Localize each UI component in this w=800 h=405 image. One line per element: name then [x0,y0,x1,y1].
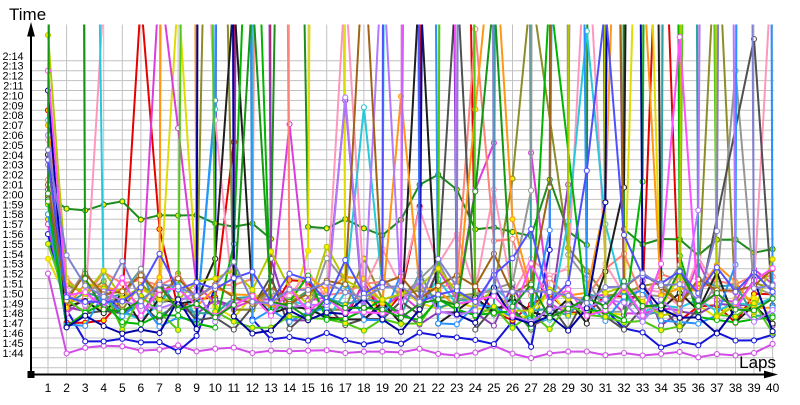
svg-text:34: 34 [654,381,668,395]
svg-text:30: 30 [580,381,594,395]
svg-text:2:12: 2:12 [2,71,23,83]
svg-text:4: 4 [100,381,107,395]
svg-text:12: 12 [246,381,260,395]
svg-text:2:00: 2:00 [2,189,23,201]
svg-text:18: 18 [357,381,371,395]
svg-text:15: 15 [301,381,315,395]
svg-text:25: 25 [487,381,501,395]
svg-text:2:08: 2:08 [2,110,23,122]
svg-text:2:05: 2:05 [2,140,23,152]
svg-text:2:11: 2:11 [3,81,23,93]
svg-text:40: 40 [766,381,780,395]
svg-text:20: 20 [394,381,408,395]
svg-text:1:51: 1:51 [2,279,23,291]
svg-text:1:45: 1:45 [2,338,23,350]
svg-text:38: 38 [729,381,743,395]
svg-text:31: 31 [599,381,613,395]
svg-text:Time: Time [9,5,46,24]
svg-text:22: 22 [432,381,446,395]
svg-text:2:13: 2:13 [2,61,23,73]
svg-text:2:10: 2:10 [2,90,23,102]
svg-text:19: 19 [376,381,390,395]
svg-text:9: 9 [193,381,200,395]
svg-text:1:48: 1:48 [2,308,23,320]
svg-text:1:52: 1:52 [2,269,23,281]
svg-text:35: 35 [673,381,687,395]
svg-text:2:01: 2:01 [2,180,23,192]
svg-text:1:55: 1:55 [2,239,23,251]
svg-text:2:03: 2:03 [2,160,23,172]
svg-text:1:56: 1:56 [2,229,23,241]
svg-text:37: 37 [710,381,724,395]
svg-text:27: 27 [524,381,538,395]
svg-text:5: 5 [119,381,126,395]
svg-text:2: 2 [63,381,70,395]
svg-text:26: 26 [506,381,520,395]
svg-text:1:59: 1:59 [2,199,23,211]
svg-text:3: 3 [82,381,89,395]
svg-text:1:57: 1:57 [2,219,23,231]
svg-text:13: 13 [264,381,278,395]
svg-text:1:50: 1:50 [2,288,23,300]
svg-text:6: 6 [138,381,145,395]
svg-text:29: 29 [562,381,576,395]
svg-text:2:14: 2:14 [2,51,23,63]
svg-text:7: 7 [156,381,163,395]
svg-text:10: 10 [209,381,223,395]
svg-text:1:54: 1:54 [2,249,23,261]
svg-text:2:02: 2:02 [2,170,23,182]
svg-text:1:49: 1:49 [2,298,23,310]
svg-text:21: 21 [413,381,427,395]
svg-text:2:07: 2:07 [2,120,23,132]
svg-text:1:47: 1:47 [2,318,23,330]
svg-text:36: 36 [692,381,706,395]
svg-text:14: 14 [283,381,297,395]
svg-text:2:06: 2:06 [2,130,23,142]
svg-text:1:44: 1:44 [2,348,23,360]
svg-text:17: 17 [339,381,353,395]
svg-text:24: 24 [469,381,483,395]
svg-text:1:46: 1:46 [2,328,23,340]
svg-text:39: 39 [747,381,761,395]
svg-text:Laps: Laps [739,353,776,372]
svg-text:33: 33 [636,381,650,395]
svg-text:28: 28 [543,381,557,395]
svg-text:1: 1 [45,381,52,395]
svg-text:2:04: 2:04 [2,150,23,162]
svg-text:23: 23 [450,381,464,395]
svg-text:16: 16 [320,381,334,395]
svg-text:8: 8 [175,381,182,395]
svg-text:11: 11 [228,381,241,395]
svg-text:1:53: 1:53 [2,259,23,271]
svg-text:32: 32 [617,381,631,395]
svg-text:2:09: 2:09 [2,100,23,112]
svg-text:1:58: 1:58 [2,209,23,221]
